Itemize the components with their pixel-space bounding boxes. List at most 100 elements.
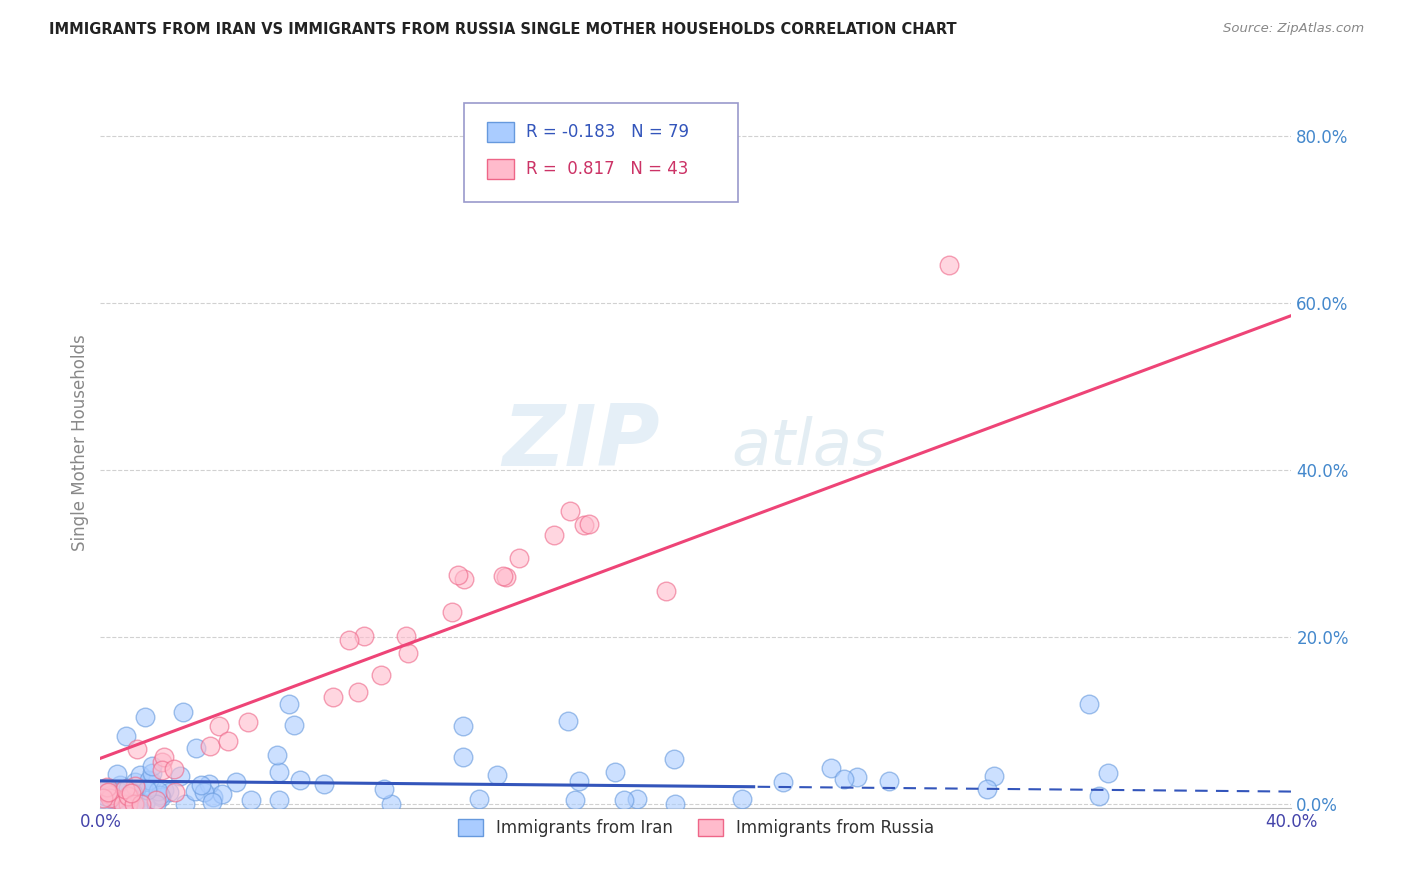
Point	[141, 759, 163, 773]
Point	[662, 752, 685, 766]
Point	[832, 772, 855, 787]
Point	[353, 629, 375, 643]
Point	[193, 785, 215, 799]
Point	[124, 797, 146, 811]
Point	[1088, 789, 1111, 804]
Point	[141, 766, 163, 780]
FancyBboxPatch shape	[488, 159, 513, 179]
Point	[373, 782, 395, 797]
Point	[453, 572, 475, 586]
Point	[129, 797, 152, 811]
Point	[370, 668, 392, 682]
Point	[578, 516, 600, 531]
Point	[117, 797, 139, 811]
Text: IMMIGRANTS FROM IRAN VS IMMIGRANTS FROM RUSSIA SINGLE MOTHER HOUSEHOLDS CORRELAT: IMMIGRANTS FROM IRAN VS IMMIGRANTS FROM …	[49, 22, 957, 37]
Point	[94, 789, 117, 803]
Point	[104, 793, 127, 807]
Point	[94, 781, 117, 796]
Text: Source: ZipAtlas.com: Source: ZipAtlas.com	[1223, 22, 1364, 36]
Point	[93, 791, 115, 805]
Point	[134, 709, 156, 723]
Point	[112, 796, 135, 810]
Point	[148, 788, 170, 802]
Point	[1077, 697, 1099, 711]
Point	[96, 780, 118, 795]
Point	[267, 792, 290, 806]
Point	[447, 567, 470, 582]
Point	[118, 789, 141, 804]
Point	[312, 777, 335, 791]
Point	[124, 779, 146, 793]
Point	[277, 697, 299, 711]
Point	[121, 786, 143, 800]
FancyBboxPatch shape	[464, 103, 738, 202]
Point	[150, 790, 173, 805]
Point	[184, 740, 207, 755]
Point	[134, 797, 156, 811]
Point	[877, 774, 900, 789]
Point	[163, 762, 186, 776]
Point	[107, 784, 129, 798]
Point	[145, 797, 167, 812]
Point	[108, 778, 131, 792]
Point	[132, 780, 155, 795]
Point	[136, 782, 159, 797]
Point	[236, 715, 259, 730]
Point	[983, 769, 1005, 783]
Point	[153, 749, 176, 764]
Text: atlas: atlas	[731, 416, 886, 477]
Point	[120, 786, 142, 800]
Point	[198, 777, 221, 791]
Point	[184, 784, 207, 798]
Y-axis label: Single Mother Households: Single Mother Households	[72, 334, 89, 551]
Point	[163, 785, 186, 799]
Point	[135, 792, 157, 806]
Point	[150, 755, 173, 769]
Point	[655, 584, 678, 599]
FancyBboxPatch shape	[488, 122, 513, 143]
Point	[543, 528, 565, 542]
Text: R = -0.183   N = 79: R = -0.183 N = 79	[526, 123, 689, 141]
Point	[217, 734, 239, 748]
Point	[129, 768, 152, 782]
Point	[1097, 766, 1119, 780]
Point	[211, 787, 233, 801]
Point	[508, 551, 530, 566]
Point	[820, 761, 842, 775]
Point	[603, 764, 626, 779]
Point	[124, 775, 146, 789]
Legend: Immigrants from Iran, Immigrants from Russia: Immigrants from Iran, Immigrants from Ru…	[451, 813, 941, 844]
Point	[322, 690, 344, 704]
Point	[139, 774, 162, 789]
Point	[117, 780, 139, 795]
Point	[122, 797, 145, 812]
Point	[441, 606, 464, 620]
Point	[225, 775, 247, 789]
Point	[380, 797, 402, 812]
Point	[846, 770, 869, 784]
Point	[239, 793, 262, 807]
Point	[664, 797, 686, 812]
Point	[111, 797, 134, 811]
Point	[938, 259, 960, 273]
Point	[395, 629, 418, 643]
Point	[568, 773, 591, 788]
Point	[98, 790, 121, 805]
Point	[283, 718, 305, 732]
Point	[117, 789, 139, 803]
Point	[122, 782, 145, 797]
Point	[453, 750, 475, 764]
Point	[976, 782, 998, 797]
Point	[97, 785, 120, 799]
Point	[626, 791, 648, 805]
Point	[564, 793, 586, 807]
Point	[208, 718, 231, 732]
Point	[157, 785, 180, 799]
Point	[731, 792, 754, 806]
Point	[190, 778, 212, 792]
Point	[150, 764, 173, 778]
Point	[337, 632, 360, 647]
Point	[114, 729, 136, 743]
Point	[145, 793, 167, 807]
Point	[169, 769, 191, 783]
